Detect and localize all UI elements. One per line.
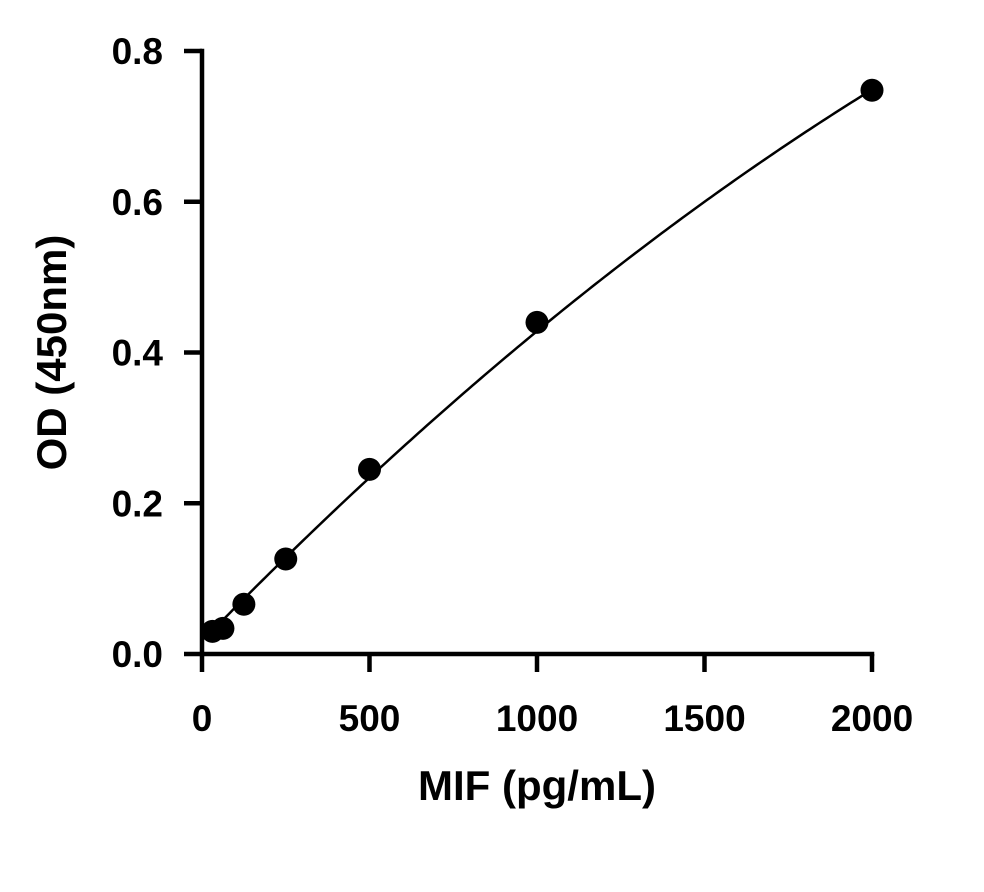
y-tick-label: 0.6 <box>112 182 163 223</box>
labels-layer: MIF (pg/mL) OD (450nm) <box>28 235 656 809</box>
data-point <box>274 547 298 571</box>
fit-curve-line <box>211 88 873 632</box>
data-point <box>358 457 381 481</box>
x-tick-label: 1500 <box>663 698 745 739</box>
data-point <box>860 78 884 102</box>
y-tick-label: 0.8 <box>112 31 163 72</box>
x-tick-label: 2000 <box>831 698 913 739</box>
fit-curve-layer <box>211 88 873 632</box>
x-tick-label: 0 <box>192 698 213 739</box>
data-point <box>525 310 549 334</box>
x-tick-label: 1000 <box>496 698 578 739</box>
data-point <box>232 592 256 616</box>
y-tick-label: 0.2 <box>112 483 163 524</box>
y-tick-label: 0.0 <box>112 634 163 675</box>
y-tick-label: 0.4 <box>112 333 164 374</box>
y-axis-title: OD (450nm) <box>28 235 75 471</box>
x-tick-label: 500 <box>339 698 401 739</box>
x-axis-title: MIF (pg/mL) <box>418 762 656 809</box>
data-point <box>211 616 235 640</box>
axes: 0.0 0.2 0.4 0.6 0.8 0 500 1000 1500 2000 <box>112 31 914 739</box>
data-points-layer <box>200 78 884 643</box>
